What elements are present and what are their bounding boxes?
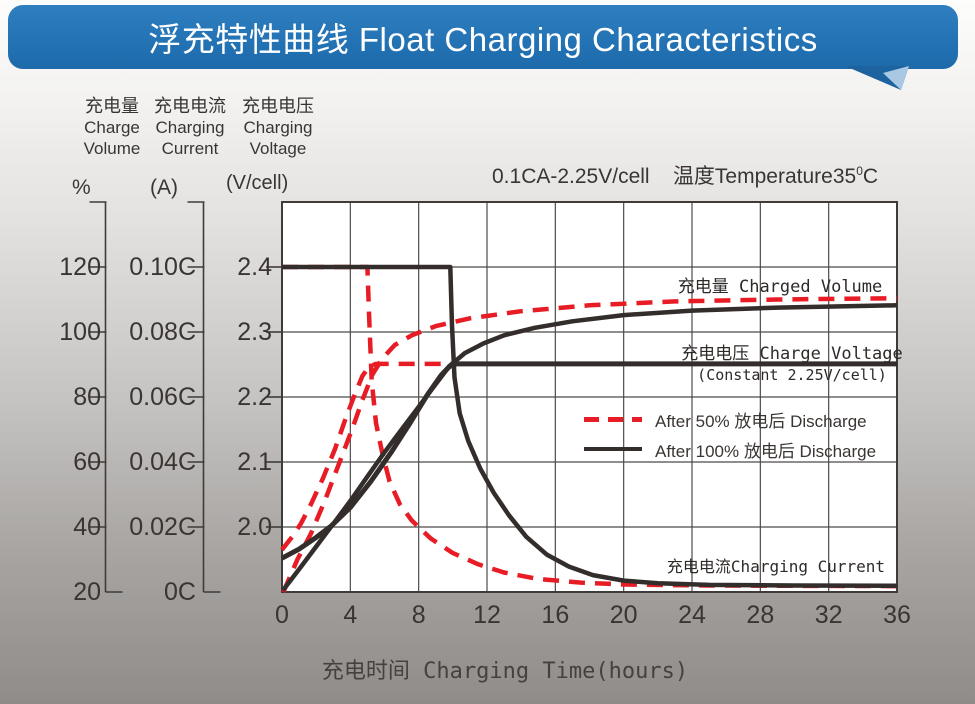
y-tick-current-0C: 0C xyxy=(164,578,196,606)
label-constant-voltage: (Constant 2.25V/cell) xyxy=(697,366,887,384)
x-tick-0: 0 xyxy=(275,601,289,629)
y-tick-voltage-2.0: 2.0 xyxy=(237,513,272,541)
axis-header-charging-voltage-en2: Voltage xyxy=(249,139,307,158)
condition-temperature: 温度Temperature35 xyxy=(672,165,857,188)
axis-header-charge-volume-cn: 充电量 xyxy=(85,96,139,116)
label-charged-volume: 充电量 Charged Volume xyxy=(677,277,883,297)
axis-header-charging-current-cn: 充电电流 xyxy=(154,96,226,116)
y-tick-percent-40: 40 xyxy=(73,513,101,541)
x-tick-12: 12 xyxy=(473,601,501,629)
banner-tail xyxy=(845,66,909,90)
y-tick-current-0.02C: 0.02C xyxy=(129,513,196,541)
x-tick-4: 4 xyxy=(343,601,358,629)
axis-header-charge-volume-en1: Charge xyxy=(84,118,140,137)
y-tick-percent-60: 60 xyxy=(73,448,101,476)
y-tick-percent-100: 100 xyxy=(59,318,101,346)
y-tick-current-0.10C: 0.10C xyxy=(129,253,196,281)
x-axis-title: 充电时间 Charging Time(hours) xyxy=(321,659,689,684)
x-tick-36: 36 xyxy=(883,601,911,629)
curve-charged-volume-after-50%-discharge xyxy=(281,295,898,593)
unit-ampere: (A) xyxy=(150,176,178,199)
curve-charging-current-after-100%-discharge xyxy=(282,264,898,589)
curve-charge-voltage-after-100%-discharge xyxy=(280,361,897,561)
axis-header-charging-voltage: 充电电压 Charging Voltage xyxy=(223,96,333,159)
label-charging-current: 充电电流Charging Current xyxy=(666,557,886,576)
x-tick-24: 24 xyxy=(678,601,706,629)
condition-rate: 0.1CA-2.25V/cell xyxy=(492,165,650,188)
axis-header-charging-current: 充电电流 Charging Current xyxy=(135,96,245,159)
axis-header-charging-current-en1: Charging xyxy=(155,118,225,137)
y-tick-percent-120: 120 xyxy=(59,253,101,281)
x-tick-8: 8 xyxy=(411,601,426,629)
axis-header-charging-voltage-en1: Charging xyxy=(243,118,313,137)
unit-vcell: (V/cell) xyxy=(226,172,289,194)
curve-charging-current-after-50%-discharge xyxy=(282,264,898,589)
x-tick-28: 28 xyxy=(746,601,775,629)
unit-percent: % xyxy=(72,176,91,199)
condition-degree: 0 xyxy=(856,164,863,178)
y-tick-percent-80: 80 xyxy=(73,383,101,411)
test-condition: 0.1CA-2.25V/cell 温度Temperature350C xyxy=(492,160,932,190)
chart-legend: After 50% 放电后 Discharge After 100% 放电后 D… xyxy=(584,404,894,464)
legend-solid-line-icon xyxy=(584,447,642,451)
y-tick-voltage-2.1: 2.1 xyxy=(237,448,272,476)
condition-degree-unit: C xyxy=(862,165,879,188)
axis-header-charge-volume: 充电量 Charge Volume xyxy=(57,96,167,159)
y-tick-current-0.04C: 0.04C xyxy=(129,448,196,476)
legend-item-50-discharge: After 50% 放电后 Discharge xyxy=(584,404,894,434)
y-tick-voltage-2.2: 2.2 xyxy=(237,383,272,411)
y-tick-voltage-2.4: 2.4 xyxy=(237,253,272,281)
x-tick-20: 20 xyxy=(609,601,638,629)
label-charge-voltage: 充电电压 Charge Voltage xyxy=(681,344,903,364)
legend-item-100-discharge: After 100% 放电后 Discharge xyxy=(584,434,894,464)
axis-header-charging-voltage-cn: 充电电压 xyxy=(242,96,314,116)
y-tick-current-0.06C: 0.06C xyxy=(129,383,196,411)
page-title: 浮充特性曲线 Float Charging Characteristics xyxy=(148,21,818,58)
axis-header-charging-current-en2: Current xyxy=(161,139,219,158)
legend-dashed-line-icon xyxy=(584,416,642,422)
x-tick-16: 16 xyxy=(541,601,570,629)
y-tick-percent-20: 20 xyxy=(73,578,101,606)
curve-charge-voltage-after-50%-discharge xyxy=(280,361,453,552)
y-tick-current-0.08C: 0.08C xyxy=(129,318,196,346)
legend-label-100: After 100% 放电后 Discharge xyxy=(655,441,877,461)
legend-label-50: After 50% 放电后 Discharge xyxy=(655,411,867,431)
title-banner: 浮充特性曲线 Float Charging Characteristics xyxy=(8,5,958,69)
x-tick-32: 32 xyxy=(814,601,843,629)
y-tick-voltage-2.3: 2.3 xyxy=(237,318,272,346)
axis-header-charge-volume-en2: Volume xyxy=(83,139,141,158)
